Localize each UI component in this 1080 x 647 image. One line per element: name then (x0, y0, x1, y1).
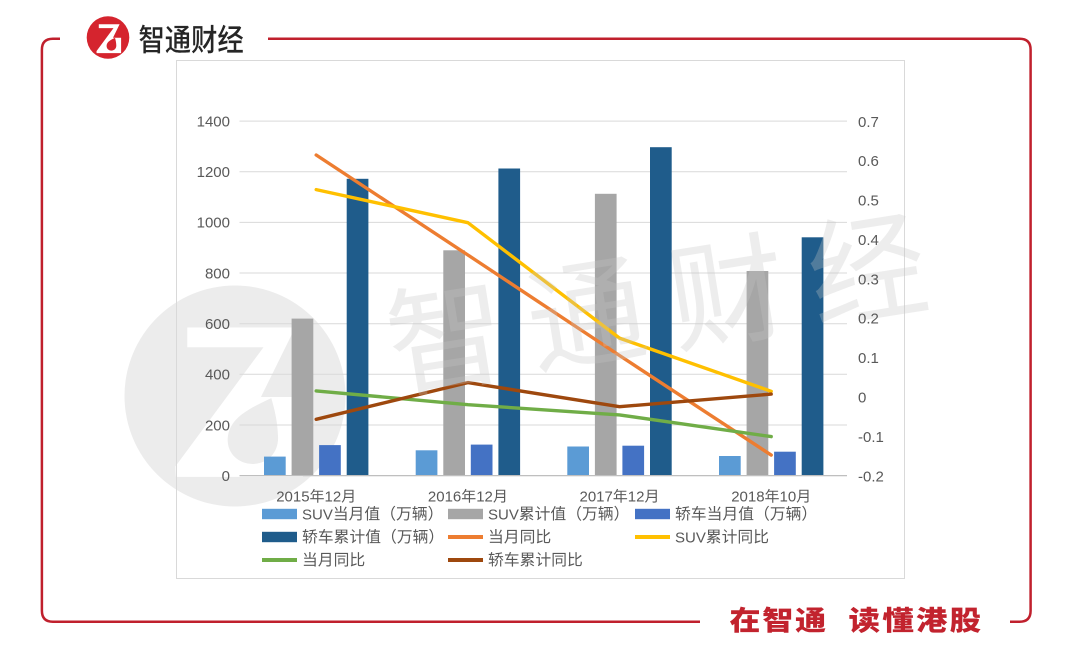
svg-text:0: 0 (858, 390, 866, 407)
svg-text:12: 12 (628, 489, 645, 506)
svg-text:0.1: 0.1 (858, 350, 879, 367)
svg-text:800: 800 (205, 265, 230, 282)
svg-text:2017: 2017 (580, 489, 613, 506)
svg-text:0.6: 0.6 (858, 153, 879, 170)
svg-text:0.3: 0.3 (858, 271, 879, 288)
svg-text:600: 600 (205, 316, 230, 333)
svg-text:1400: 1400 (197, 113, 230, 130)
svg-text:0: 0 (222, 468, 230, 485)
svg-text:-0.1: -0.1 (858, 429, 884, 446)
svg-text:-0.2: -0.2 (858, 468, 884, 485)
svg-text:0.2: 0.2 (858, 311, 879, 328)
svg-text:2016: 2016 (428, 489, 461, 506)
svg-text:12: 12 (476, 489, 493, 506)
svg-text:10: 10 (780, 489, 797, 506)
svg-text:1200: 1200 (197, 164, 230, 181)
svg-text:2015: 2015 (276, 489, 309, 506)
svg-text:SUV: SUV (675, 529, 706, 546)
svg-text:400: 400 (205, 367, 230, 384)
svg-text:2018: 2018 (731, 489, 764, 506)
svg-text:SUV: SUV (488, 506, 519, 523)
svg-text:1000: 1000 (197, 215, 230, 232)
svg-text:12: 12 (325, 489, 342, 506)
svg-text:0.7: 0.7 (858, 114, 879, 131)
svg-text:SUV: SUV (302, 506, 333, 523)
svg-text:200: 200 (205, 417, 230, 434)
svg-text:0.5: 0.5 (858, 193, 879, 210)
svg-text:0.4: 0.4 (858, 232, 879, 249)
